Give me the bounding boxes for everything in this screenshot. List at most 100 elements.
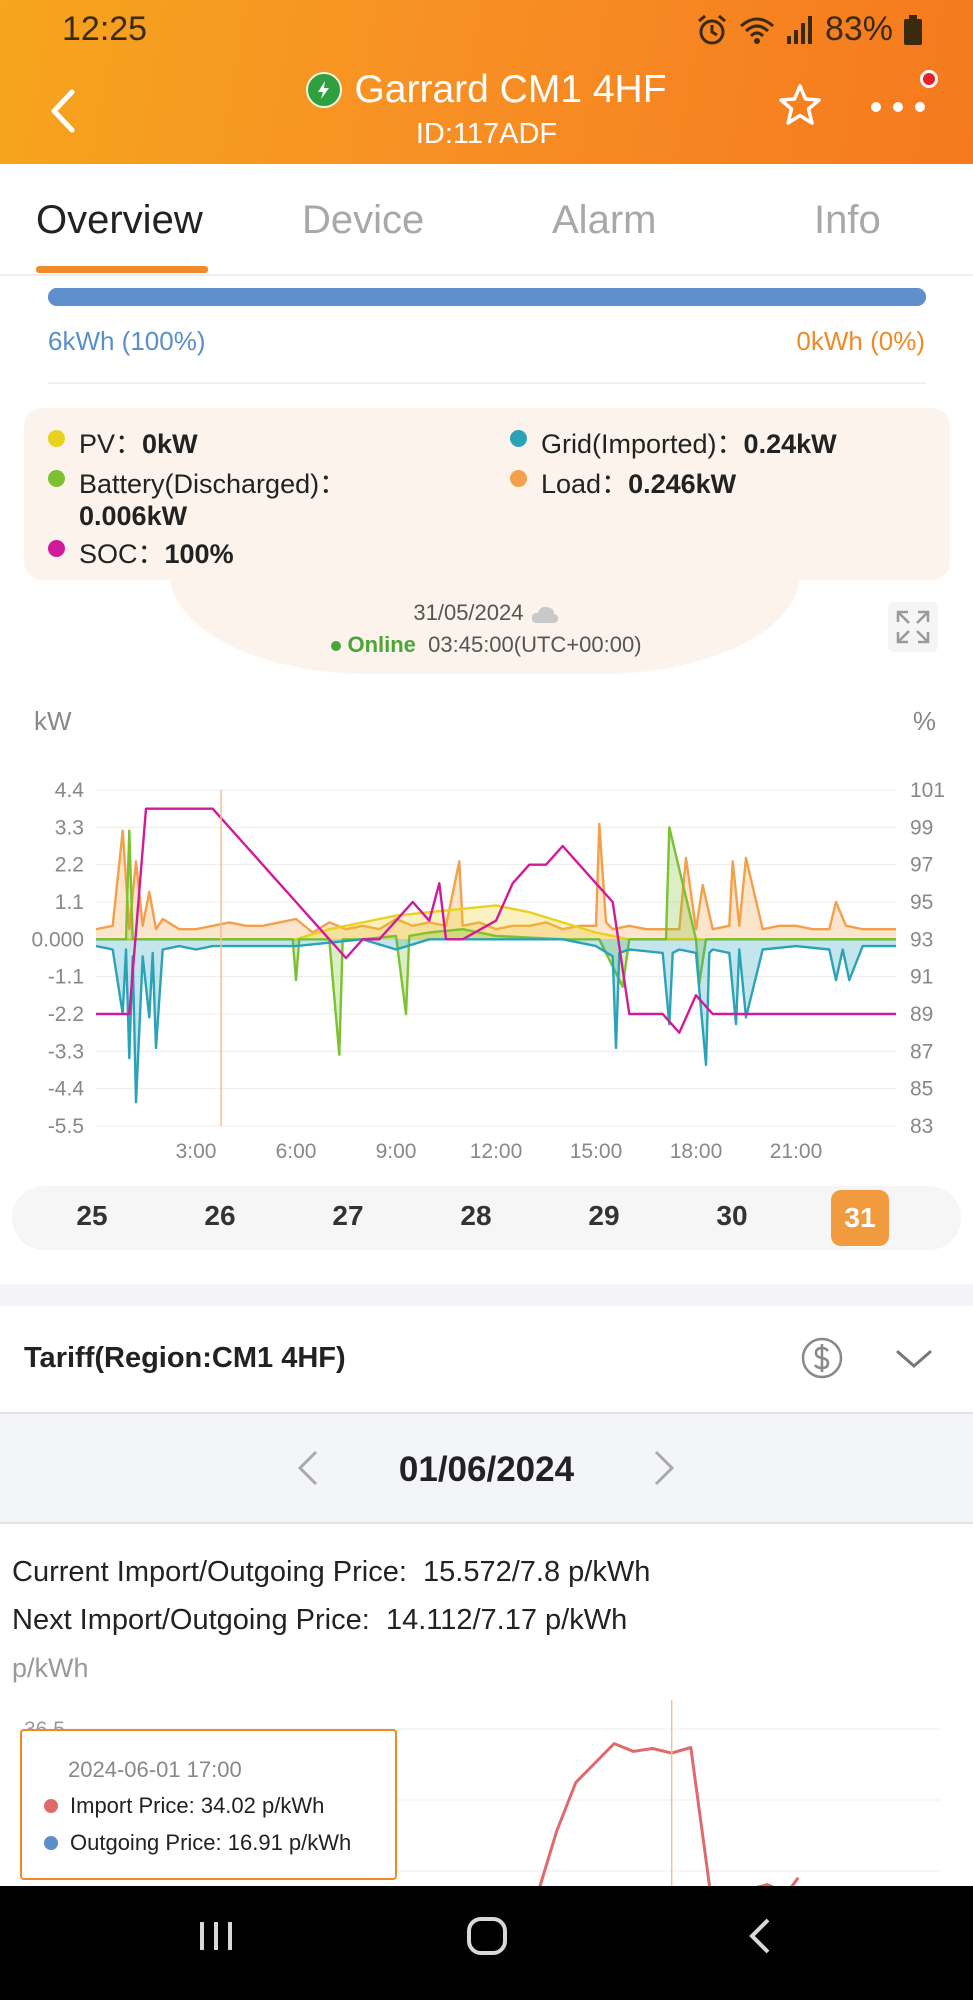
active-tab-indicator [36,266,208,273]
load-color-dot [510,470,527,487]
tooltip-import-value: 34.02 p/kWh [200,1793,325,1818]
x-tick-label: 12:00 [470,1140,523,1163]
x-tick-label: 21:00 [770,1140,823,1163]
tooltip-date: 2024-06-01 17:00 [68,1757,242,1782]
day-27[interactable]: 27 [332,1200,364,1231]
legend-grid: Grid(Imported)：0.24kW [510,422,837,461]
x-tick-label: 18:00 [670,1140,723,1163]
snapshot-bump [170,570,800,674]
snapshot-status-row: Online 03:45:00(UTC+00:00) [0,632,973,658]
series-line-pv [96,904,896,941]
tab-info[interactable]: Info [814,198,881,242]
legend-soc: SOC：100% [48,532,234,571]
y-tick-label: -1.1 [48,966,84,989]
x-tick-label: 9:00 [376,1140,417,1163]
y-axis-unit-right: % [913,706,936,736]
y-tick-label: 1.1 [55,891,84,914]
y2-tick-label: 91 [910,966,933,989]
x-tick-label: 15:00 [570,1140,623,1163]
next-price-row: Next Import/Outgoing Price: 14.112/7.17 … [12,1604,627,1637]
device-id: ID:117ADF [415,118,558,150]
status-bar: 12:25 83% [0,0,973,60]
battery-percent: 83% [824,10,893,48]
day-26[interactable]: 26 [204,1200,236,1231]
grid-color-dot [510,430,527,447]
y2-tick-label: 93 [910,928,933,951]
system-back-icon[interactable] [744,1916,774,1956]
next-price-value: 14.112/7.17 p/kWh [385,1604,628,1636]
battery-color-dot [48,470,65,487]
y2-tick-label: 97 [910,854,933,877]
y2-tick-label: 83 [910,1115,933,1138]
chevron-down-icon[interactable] [894,1344,934,1374]
recent-apps-icon[interactable] [196,1916,236,1956]
legend-load: Load：0.246kW [510,462,736,501]
day-selector: 25 26 27 28 29 30 31 [12,1186,961,1250]
tab-bar: Overview Device Alarm Info [0,164,973,276]
current-price-row: Current Import/Outgoing Price: 15.572/7.… [12,1556,650,1589]
y2-tick-label: 87 [910,1040,933,1063]
fullscreen-icon [896,610,930,644]
day-30[interactable]: 30 [716,1200,748,1231]
tariff-header[interactable]: Tariff(Region:CM1 4HF) [0,1306,973,1414]
snapshot-date: 31/05/2024 [413,600,524,625]
alarm-clock-icon [697,14,726,44]
battery-icon [904,14,922,45]
section-gap [0,1284,973,1306]
tab-alarm[interactable]: Alarm [552,198,657,242]
x-tick-label: 3:00 [176,1140,217,1163]
chevron-left-icon[interactable] [294,1448,322,1488]
status-icons: 83% [695,10,923,49]
device-title-block: Garrard CM1 4HF ID:117ADF [0,68,973,151]
tooltip-outgoing-label: Outgoing Price: [70,1830,222,1855]
legend-pv: PV：0kW [48,422,198,461]
y2-tick-label: 89 [910,1003,933,1026]
series-line-soc [96,807,896,1034]
tab-overview[interactable]: Overview [36,198,203,242]
day-28[interactable]: 28 [460,1200,492,1231]
back-arrow-icon[interactable] [42,86,86,136]
tooltip-outgoing-value: 16.91 p/kWh [227,1830,352,1855]
favorite-star-icon[interactable] [776,82,824,130]
chevron-right-icon[interactable] [650,1448,678,1488]
tooltip-outgoing-row: Outgoing Price: 16.91 p/kWh [44,1830,351,1856]
tooltip-import-row: Import Price: 34.02 p/kWh [44,1793,324,1819]
power-legend-card: PV：0kW Battery(Discharged)： 0.006kW SOC：1… [24,408,950,580]
y2-tick-label: 101 [910,779,945,802]
battery-capacity-bar [48,288,926,306]
device-online-icon [306,72,343,108]
day-25[interactable]: 25 [76,1200,108,1231]
price-tooltip: 2024-06-01 17:00 Import Price: 34.02 p/k… [20,1729,397,1880]
y-tick-label: -2.2 [48,1003,84,1026]
y-axis-unit-left: kW [34,706,72,736]
wifi-icon [739,17,774,44]
price-line-import-price [538,1742,800,1886]
tab-device[interactable]: Device [302,198,425,242]
more-options-icon[interactable] [866,92,930,122]
home-icon[interactable] [466,1916,508,1956]
legend-battery: Battery(Discharged)： 0.006kW [48,462,428,532]
power-chart[interactable]: kW % 4.4 101 3.3 99 2.2 97 1.1 95 0.000 93 -1.1 91 -2.… [0,690,973,1170]
series-area-grid-imported [96,939,896,1103]
y-tick-label: 2.2 [55,854,84,877]
y2-tick-label: 85 [910,1078,933,1101]
online-dot [331,641,342,652]
tooltip-import-label: Import Price: [70,1793,195,1818]
series-line-battery-discharged [96,826,896,1056]
y2-tick-label: 95 [910,891,933,914]
day-31[interactable]: 31 [831,1190,889,1246]
expand-chart-button[interactable] [888,602,938,652]
system-nav-bar [0,1886,973,2000]
battery-capacity-fill [48,288,926,306]
outgoing-color-dot [44,1836,58,1850]
y-tick-label: -3.3 [48,1040,84,1063]
y-tick-label: -4.4 [48,1078,85,1101]
y-tick-label: -5.5 [48,1115,84,1138]
day-29[interactable]: 29 [588,1200,620,1231]
pv-color-dot [48,430,65,447]
y2-tick-label: 99 [910,816,933,839]
snapshot-time: 03:45:00(UTC+00:00) [428,632,642,657]
app-header: 12:25 83% [0,0,973,164]
dollar-icon[interactable] [800,1336,844,1380]
tariff-date-row: 01/06/2024 [0,1414,973,1524]
